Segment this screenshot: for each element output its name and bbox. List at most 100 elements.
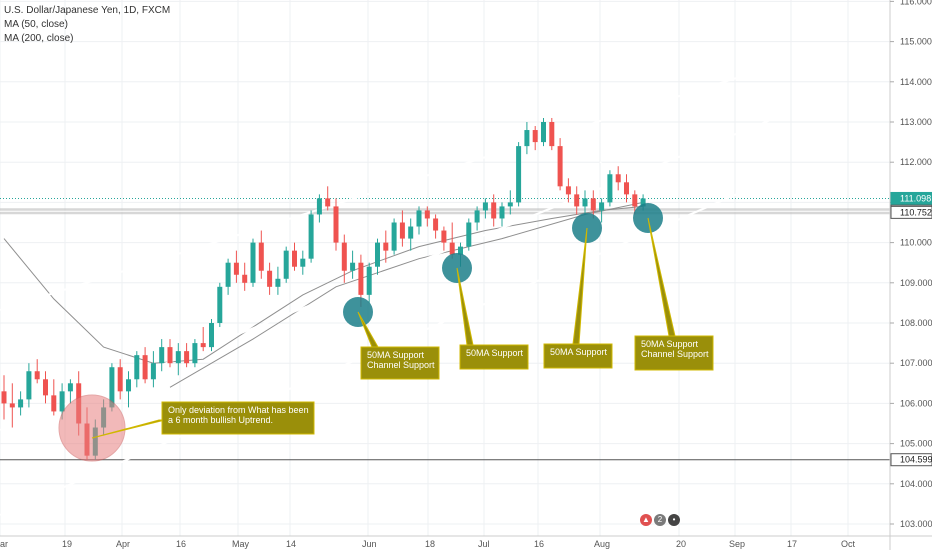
x-tick-label: 16	[176, 539, 186, 549]
price-label-text: 110.752	[900, 207, 932, 217]
x-tick-label: 20	[676, 539, 686, 549]
candle-body	[615, 174, 621, 183]
candle-body	[26, 371, 32, 400]
deviation-circle	[58, 394, 126, 462]
short-trend-line	[599, 161, 651, 203]
time-axis[interactable]: ar 19 Apr 16 May 14 Jun 18 Jul 16 Aug 20 Sep 17 Oct	[0, 539, 856, 549]
callout-text: 50MA Support	[641, 339, 699, 349]
x-tick-label: 14	[286, 539, 296, 549]
candle-body	[391, 222, 397, 251]
candle-body	[175, 351, 181, 364]
event-badges[interactable]: ▲ 2 •	[640, 514, 680, 528]
candle-body	[507, 202, 513, 207]
x-tick-label: Jul	[478, 539, 490, 549]
price-label-text: 111.098	[900, 193, 931, 203]
x-tick-label: Apr	[116, 539, 130, 549]
candle-body	[632, 194, 638, 207]
candle-body	[441, 230, 447, 243]
candle-body	[9, 403, 15, 408]
x-tick-label: 18	[425, 539, 435, 549]
price-axis[interactable]: 116.000 115.000 114.000 113.000 112.000 111.0…	[890, 0, 932, 529]
candle-body	[590, 198, 596, 211]
price-label-box	[890, 205, 932, 219]
candle-body	[474, 210, 480, 223]
candle-body	[482, 202, 488, 211]
candle-body	[449, 242, 455, 255]
candle-body	[150, 363, 156, 380]
candle-body	[549, 122, 555, 147]
candle-body	[308, 214, 314, 259]
candle-body	[408, 226, 414, 239]
x-tick-label: 16	[534, 539, 544, 549]
candle-body	[1, 391, 7, 404]
price-label-box	[890, 191, 932, 205]
candle-body	[424, 210, 430, 219]
y-tick-label: 110.000	[900, 238, 932, 248]
x-tick-label: Sep	[729, 539, 745, 549]
grid-lines	[0, 0, 890, 536]
y-tick-label: 109.000	[900, 278, 932, 288]
symbol-title: U.S. Dollar/Japanese Yen, 1D, FXCM	[4, 5, 171, 16]
y-tick-label: 113.000	[900, 117, 932, 127]
candle-body	[607, 174, 613, 203]
candle-body	[34, 371, 40, 380]
candle-body	[67, 383, 73, 392]
event-flag-icon[interactable]: ▲	[640, 514, 652, 526]
x-tick-label: May	[232, 539, 250, 549]
callout-box	[543, 343, 613, 369]
event-count-badge[interactable]: 2	[654, 514, 666, 526]
candle-body	[375, 242, 380, 267]
candle-body	[366, 266, 372, 295]
callout-text: 50MA Support	[466, 348, 524, 358]
candle-body	[18, 399, 24, 408]
candle-body	[433, 218, 439, 231]
ma200-legend: MA (200, close)	[4, 33, 74, 44]
candle-body	[541, 122, 546, 143]
candlesticks	[1, 117, 646, 460]
candle-body	[250, 242, 256, 283]
callout-text: 50MA Support	[367, 350, 425, 360]
x-tick-label: Jun	[362, 539, 377, 549]
candle-body	[350, 262, 356, 271]
candle-body	[184, 351, 190, 364]
candle-body	[383, 242, 389, 251]
candle-body	[416, 210, 422, 227]
candle-body	[51, 395, 57, 412]
candle-body	[117, 367, 123, 392]
candle-body	[491, 202, 497, 219]
candle-body	[292, 250, 297, 267]
candle-body	[283, 250, 289, 279]
candle-body	[640, 198, 646, 207]
candle-body	[109, 367, 115, 408]
callout-text: Channel Support	[367, 360, 435, 370]
candle-body	[358, 262, 364, 295]
candle-body	[458, 246, 463, 255]
price-label-box	[890, 453, 932, 467]
chart-legend: U.S. Dollar/Japanese Yen, 1D, FXCM MA (5…	[4, 4, 170, 46]
callout-box	[634, 335, 714, 371]
y-tick-label: 116.000	[900, 0, 932, 6]
y-tick-label: 107.000	[900, 358, 932, 368]
candle-body	[399, 222, 405, 239]
y-tick-label: 112.000	[900, 157, 932, 167]
candle-body	[524, 130, 530, 147]
candle-body	[499, 206, 505, 219]
y-tick-label: 108.000	[900, 318, 932, 328]
candle-body	[466, 222, 472, 247]
x-tick-label: 17	[787, 539, 797, 549]
y-tick-label: 104.000	[900, 479, 932, 489]
candle-body	[126, 379, 131, 392]
candle-body	[242, 274, 248, 283]
event-more-icon[interactable]: •	[668, 514, 680, 526]
x-tick-label: Aug	[594, 539, 610, 549]
y-tick-label: 114.000	[900, 77, 932, 87]
x-tick-label: ar	[0, 539, 8, 549]
horizontal-levels	[0, 197, 890, 461]
candle-body	[209, 323, 214, 348]
candle-body	[167, 347, 173, 364]
candle-body	[516, 146, 522, 203]
callout-box	[360, 346, 440, 380]
